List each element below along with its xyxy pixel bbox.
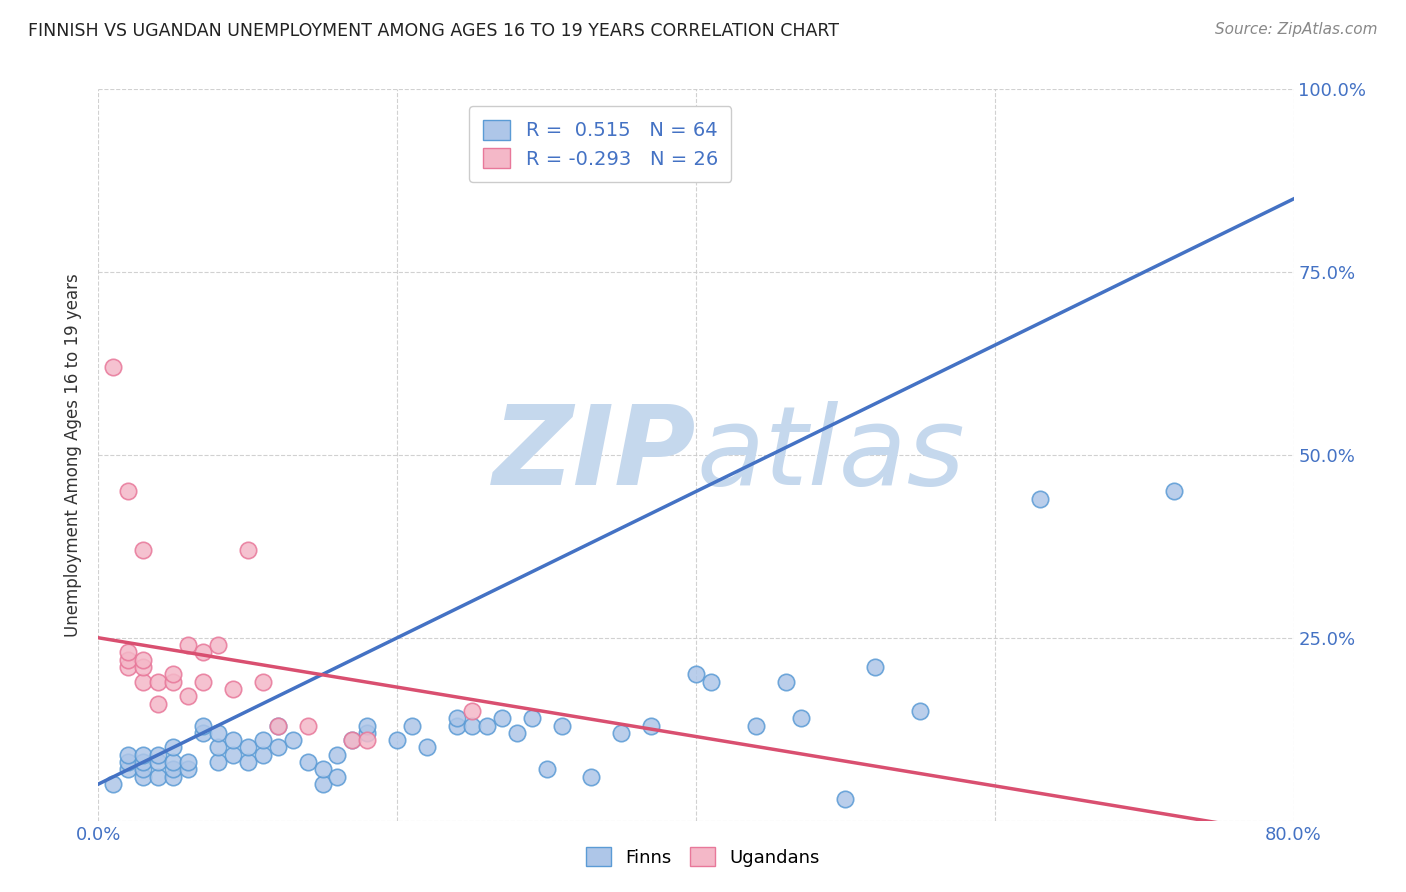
Point xyxy=(132,763,155,777)
Point xyxy=(103,777,125,791)
Point xyxy=(132,660,155,674)
Point xyxy=(207,755,229,769)
Point xyxy=(177,690,200,704)
Point xyxy=(281,733,304,747)
Point xyxy=(207,638,229,652)
Point xyxy=(236,755,259,769)
Point xyxy=(267,740,290,755)
Point xyxy=(207,740,229,755)
Point xyxy=(236,543,259,558)
Point xyxy=(252,747,274,762)
Point xyxy=(117,755,139,769)
Point xyxy=(342,733,364,747)
Point xyxy=(834,791,856,805)
Point xyxy=(401,718,423,732)
Point xyxy=(461,718,484,732)
Legend: Finns, Ugandans: Finns, Ugandans xyxy=(579,840,827,874)
Point xyxy=(103,360,125,375)
Point xyxy=(267,718,290,732)
Point xyxy=(775,674,797,689)
Point xyxy=(581,770,603,784)
Point xyxy=(1028,491,1050,506)
Point xyxy=(132,674,155,689)
Point xyxy=(520,711,543,725)
Point xyxy=(700,674,723,689)
Text: ZIP: ZIP xyxy=(492,401,696,508)
Point xyxy=(908,704,931,718)
Point xyxy=(326,770,349,784)
Legend: R =  0.515   N = 64, R = -0.293   N = 26: R = 0.515 N = 64, R = -0.293 N = 26 xyxy=(470,106,731,182)
Point xyxy=(311,777,333,791)
Point xyxy=(745,718,768,732)
Point xyxy=(148,697,170,711)
Point xyxy=(117,660,139,674)
Point xyxy=(162,740,184,755)
Point xyxy=(491,711,513,725)
Point xyxy=(865,660,887,674)
Point xyxy=(191,645,214,659)
Point xyxy=(162,674,184,689)
Point xyxy=(236,740,259,755)
Point xyxy=(132,653,155,667)
Point xyxy=(385,733,409,747)
Point xyxy=(191,726,214,740)
Point xyxy=(207,726,229,740)
Point xyxy=(252,733,274,747)
Point xyxy=(117,484,139,499)
Point xyxy=(685,667,707,681)
Point xyxy=(117,763,139,777)
Point xyxy=(148,674,170,689)
Y-axis label: Unemployment Among Ages 16 to 19 years: Unemployment Among Ages 16 to 19 years xyxy=(65,273,83,637)
Point xyxy=(536,763,558,777)
Point xyxy=(162,770,184,784)
Point xyxy=(117,653,139,667)
Point xyxy=(148,770,170,784)
Point xyxy=(191,674,214,689)
Point xyxy=(132,747,155,762)
Point xyxy=(162,763,184,777)
Point xyxy=(356,726,378,740)
Point xyxy=(550,718,572,732)
Point xyxy=(297,718,319,732)
Point xyxy=(311,763,333,777)
Text: FINNISH VS UGANDAN UNEMPLOYMENT AMONG AGES 16 TO 19 YEARS CORRELATION CHART: FINNISH VS UGANDAN UNEMPLOYMENT AMONG AG… xyxy=(28,22,839,40)
Point xyxy=(506,726,529,740)
Point xyxy=(297,755,319,769)
Point xyxy=(148,755,170,769)
Point xyxy=(222,747,245,762)
Point xyxy=(117,645,139,659)
Point xyxy=(326,747,349,762)
Point xyxy=(117,747,139,762)
Point xyxy=(191,718,214,732)
Point xyxy=(177,763,200,777)
Point xyxy=(132,755,155,769)
Point xyxy=(222,733,245,747)
Point xyxy=(789,711,811,725)
Point xyxy=(132,543,155,558)
Point xyxy=(162,667,184,681)
Point xyxy=(416,740,439,755)
Point xyxy=(177,755,200,769)
Point xyxy=(148,747,170,762)
Point xyxy=(342,733,364,747)
Text: Source: ZipAtlas.com: Source: ZipAtlas.com xyxy=(1215,22,1378,37)
Point xyxy=(610,726,633,740)
Point xyxy=(222,681,245,696)
Point xyxy=(475,718,498,732)
Point xyxy=(446,718,468,732)
Point xyxy=(640,718,662,732)
Point xyxy=(1163,484,1185,499)
Point xyxy=(446,711,468,725)
Point xyxy=(461,704,484,718)
Text: atlas: atlas xyxy=(696,401,965,508)
Point xyxy=(267,718,290,732)
Point xyxy=(356,718,378,732)
Point xyxy=(356,733,378,747)
Point xyxy=(177,638,200,652)
Point xyxy=(162,755,184,769)
Point xyxy=(132,770,155,784)
Point xyxy=(252,674,274,689)
